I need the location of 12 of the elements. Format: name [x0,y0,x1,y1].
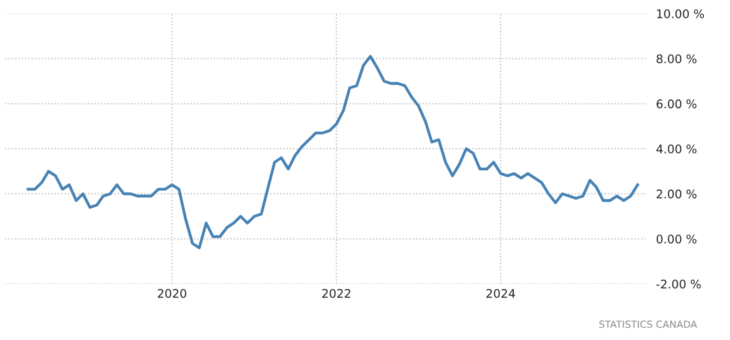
line-series [26,55,640,250]
y-tick-label: 6.00 % [656,99,696,108]
y-tick-label: -2.00 % [656,280,701,289]
x-tick-label: 2022 [322,288,350,298]
text: STATISTICS CANADA [599,320,698,328]
y-tick-label: 4.00 % [656,144,696,154]
x-tick-label: 2020 [158,288,186,298]
x-tick-label: 2024 [486,288,515,298]
y-tick-label: 0.00 % [656,234,696,244]
y-tick-label: 8.00 % [656,54,696,64]
y-tick-label: 2.00 % [656,190,696,198]
y-tick-label: 10.00 % [657,9,704,18]
